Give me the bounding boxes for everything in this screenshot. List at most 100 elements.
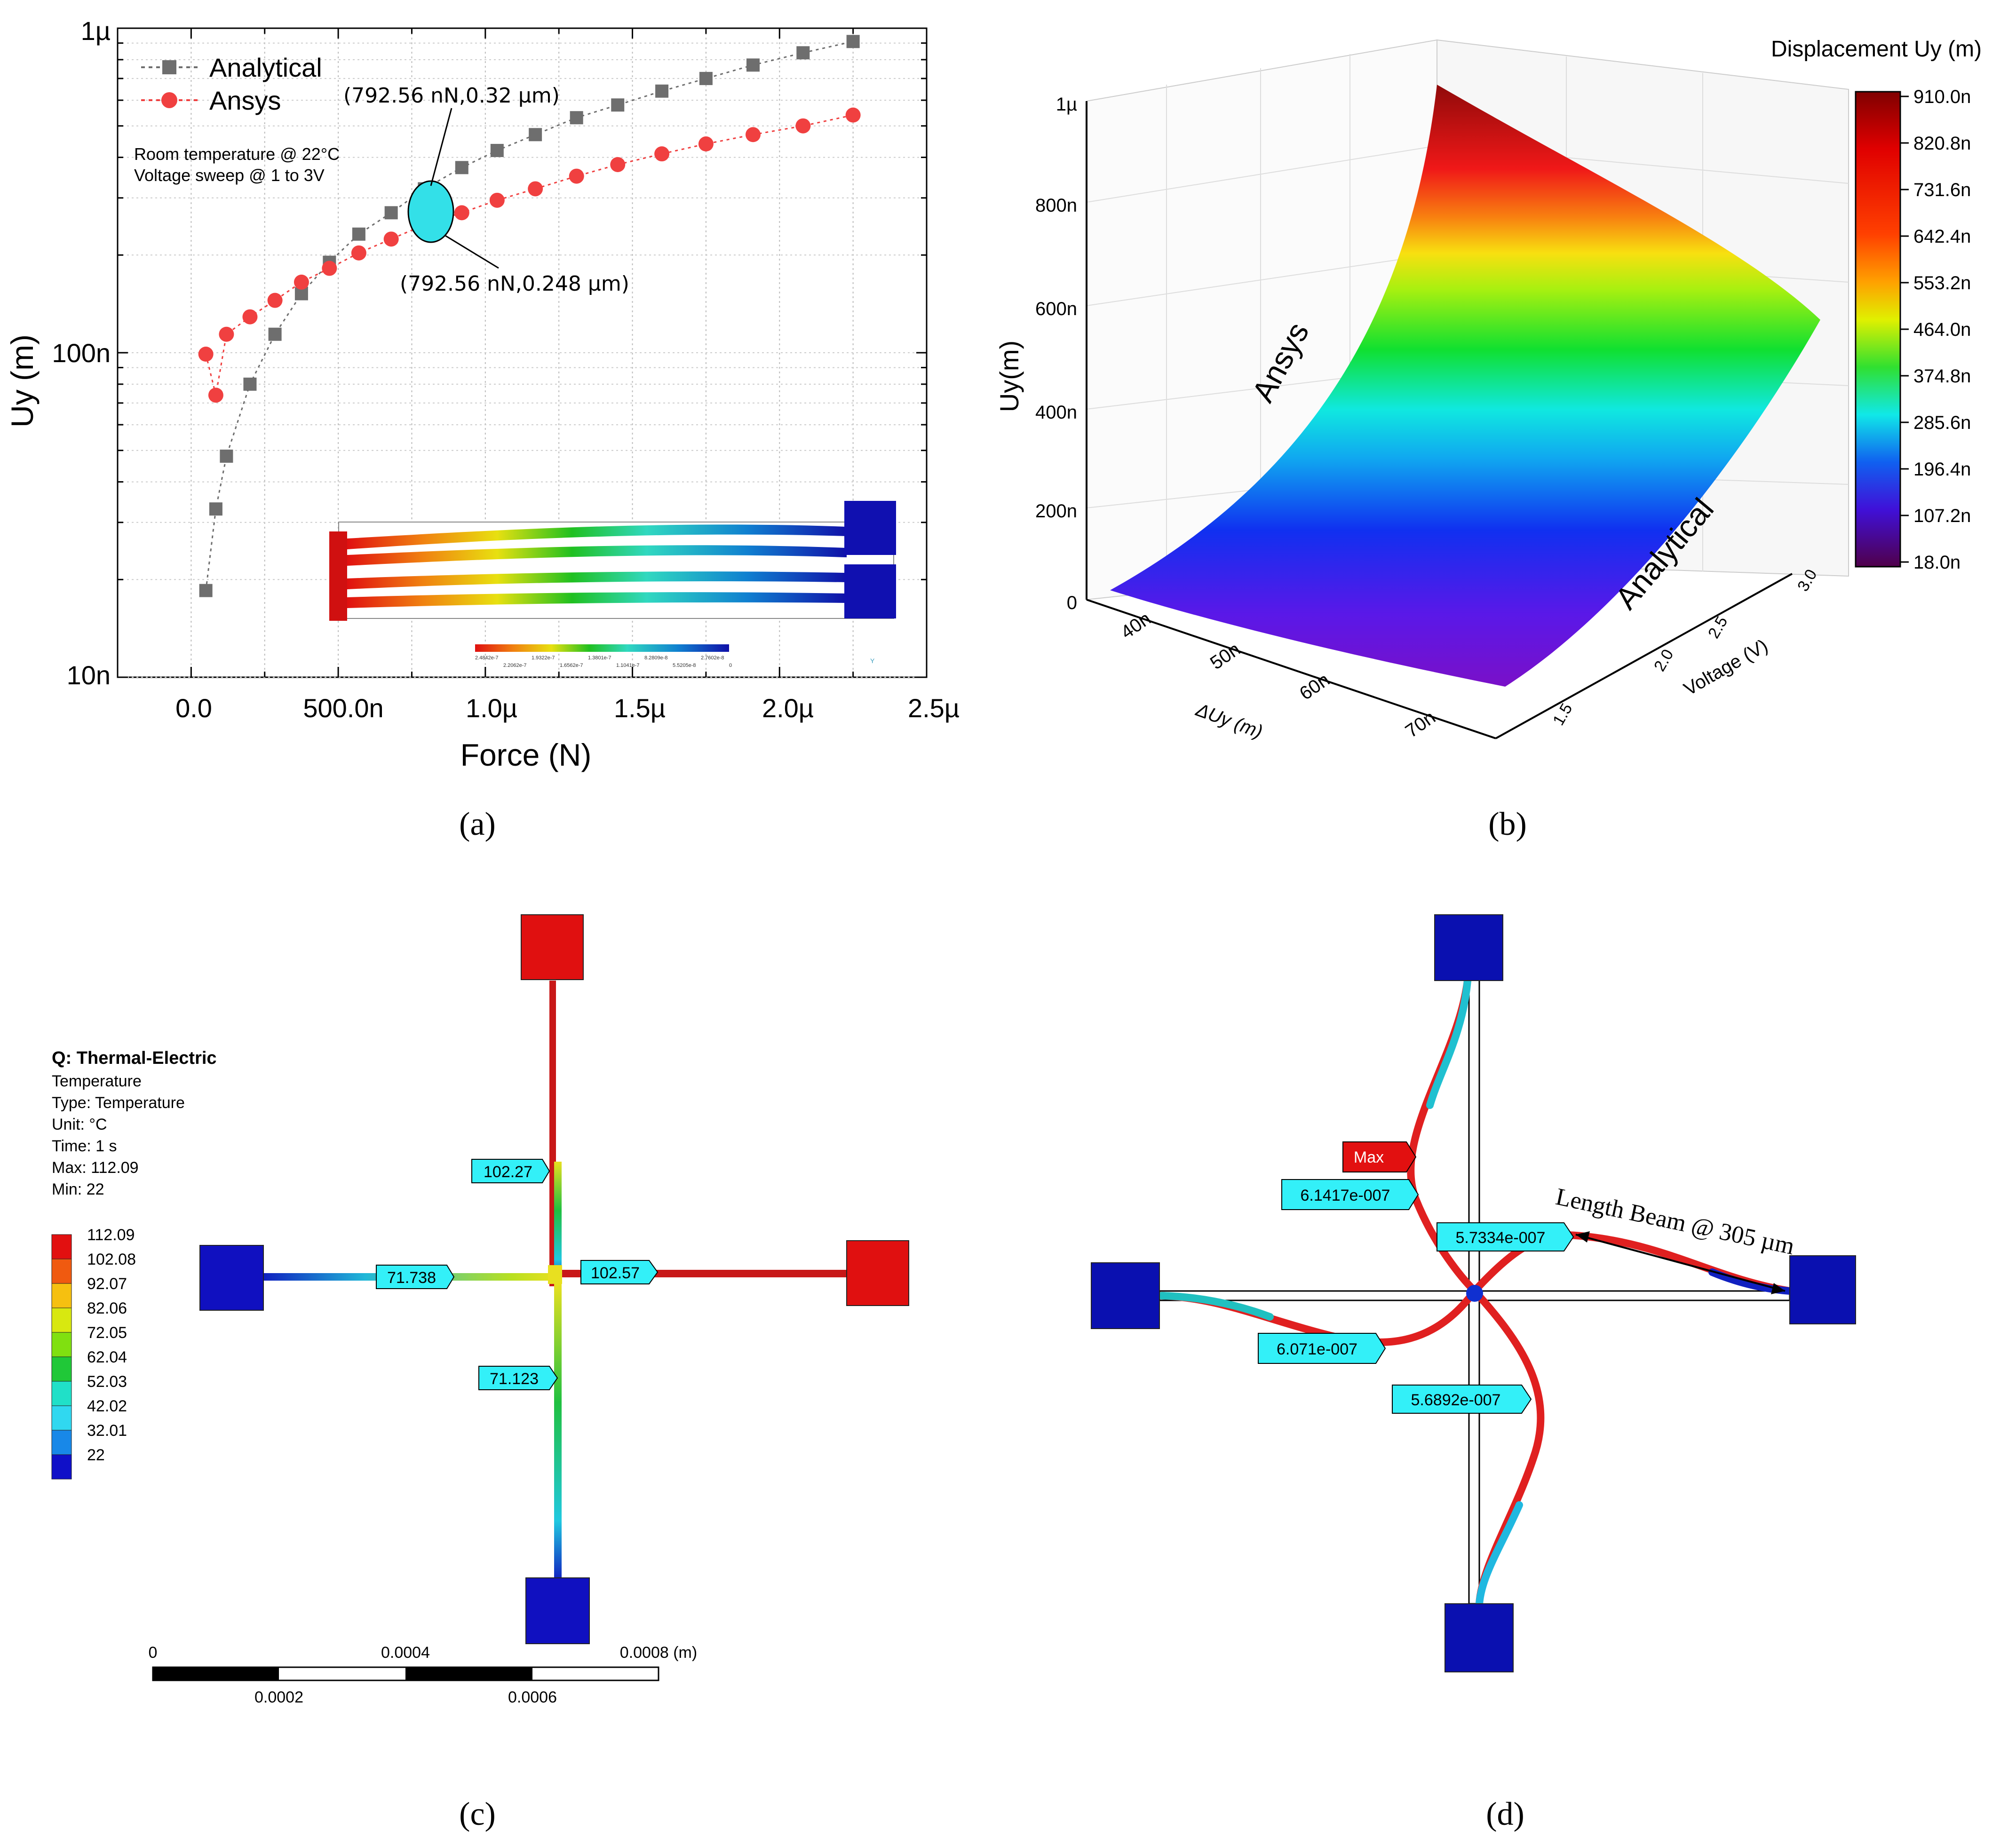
data-point-analytical (655, 84, 669, 98)
x-tick-label: 2.5µ (908, 693, 960, 723)
scale-bar: 0 0.0004 0.0008 (m) 0.0002 0.0006 (149, 1644, 698, 1706)
x-tick-label: 40n (1117, 608, 1155, 643)
colorbar-swatch (51, 1454, 72, 1480)
colorbar (1855, 91, 1901, 568)
annotation-leader (444, 234, 499, 269)
pad-left (199, 1245, 264, 1311)
colorbar-swatch (51, 1307, 72, 1333)
inset-pad (844, 501, 896, 555)
data-point-ansys (569, 168, 584, 184)
colorbar-value: 42.02 (87, 1397, 127, 1415)
data-point-ansys (698, 136, 714, 152)
scale-label: 0 (149, 1644, 158, 1662)
svg-text:5.6892e-007: 5.6892e-007 (1411, 1391, 1501, 1409)
z-tick-label: 600n (1035, 299, 1077, 319)
y-axis-title: Uy (m) (5, 334, 40, 428)
displacement-surface (1110, 85, 1820, 687)
inset-beam-image: 2.4842e-7 2.2062e-7 1.9322e-7 1.6562e-7 1.38… (329, 501, 896, 668)
x-tick-label: 1.5µ (614, 693, 666, 723)
inset-colorbar-label: 2.2062e-7 (503, 663, 527, 668)
inset-pad (844, 564, 896, 618)
highlight-ellipse (407, 180, 454, 243)
probe-tag: 5.7334e-007 (1437, 1222, 1574, 1251)
svg-text:102.27: 102.27 (484, 1163, 532, 1181)
data-point-ansys (489, 192, 505, 208)
colorbar-tick-label: 196.4n (1913, 459, 1971, 480)
z-tick-label: 1µ (1056, 94, 1077, 115)
svg-text:Max: Max (1354, 1148, 1384, 1166)
pad-bottom (1445, 1603, 1514, 1672)
inset-axis-label: Y (870, 657, 875, 665)
z-tick-label: 400n (1035, 402, 1077, 423)
data-point-ansys (242, 309, 258, 325)
x-tick-label: 2.0µ (762, 693, 814, 723)
legend-label-ansys: Ansys (209, 86, 281, 115)
colorbar-swatch (51, 1259, 72, 1284)
scale-label: 0.0004 (381, 1644, 430, 1662)
ticks-a (118, 28, 928, 678)
inset-colorbar-label: 1.3801e-7 (588, 655, 611, 661)
legend-marker-analytical (162, 60, 176, 74)
data-point-ansys (219, 326, 234, 342)
data-point-ansys (845, 107, 861, 123)
data-point-ansys (208, 388, 223, 403)
colorbar-swatch (51, 1381, 72, 1406)
inset-colorbar-label: 2.7602e-8 (701, 655, 724, 661)
colorbar-swatch (51, 1332, 72, 1357)
z-tick-label: 800n (1035, 195, 1077, 216)
data-point-analytical (529, 128, 542, 142)
pad-right (846, 1240, 909, 1306)
y-tick-label: 100n (52, 338, 111, 368)
colorbar-tick-label: 731.6n (1913, 180, 1971, 200)
svg-text:102.57: 102.57 (591, 1264, 640, 1282)
x-tick-label: 60n (1296, 669, 1333, 704)
colorbar-value: 52.03 (87, 1373, 127, 1391)
x-axis-title: Force (N) (460, 737, 592, 772)
x-axis (1086, 599, 1496, 739)
z-tick-label: 0 (1067, 593, 1077, 613)
probe-tag: 5.6892e-007 (1392, 1385, 1532, 1414)
data-point-ansys (795, 118, 811, 134)
data-point-ansys (351, 245, 366, 261)
pad-top (521, 914, 584, 980)
data-point-analytical (199, 584, 213, 597)
y-tick-label: 10n (67, 660, 111, 690)
data-point-analytical (796, 46, 810, 60)
x-tick-label: 0.0 (175, 693, 212, 723)
inset-colorbar-label: 0 (729, 663, 732, 668)
panel-a: 10n 100n 1µ 0.0 500.0n 1.0µ 1.5µ 2.0µ 2.… (5, 16, 960, 842)
colorbar-tick-label: 374.8n (1913, 366, 1971, 387)
colorbar-swatch (51, 1405, 72, 1431)
legend-line: Time: 1 s (52, 1137, 117, 1155)
inset-colorbar-label: 2.4842e-7 (475, 655, 499, 661)
probe-tag: 102.27 (471, 1159, 550, 1183)
probe-tag: 71.738 (376, 1265, 455, 1289)
data-point-ansys (610, 157, 626, 172)
y-tick-label: 1µ (81, 16, 111, 46)
x-tick-label: 500.0n (303, 693, 383, 723)
colorbar-value: 82.06 (87, 1299, 127, 1317)
colorbar-tick-label: 553.2n (1913, 273, 1971, 293)
colorbar-tick-label: 910.0n (1913, 87, 1971, 107)
inset-colorbar-label: 8.2809e-8 (644, 655, 668, 661)
scale-label: 0.0002 (254, 1688, 303, 1706)
data-point-analytical (209, 502, 222, 516)
data-point-analytical (455, 161, 468, 174)
inset-colorbar (475, 644, 729, 652)
z-axis-title: Uy(m) (994, 340, 1024, 412)
data-point-analytical (220, 449, 233, 463)
pad-left (1091, 1262, 1160, 1329)
inset-colorbar-label: 5.5205e-8 (673, 663, 696, 668)
colorbar-tick-label: 18.0n (1913, 552, 1960, 573)
colorbar-value: 92.07 (87, 1275, 127, 1293)
data-point-analytical (490, 143, 504, 157)
colorbar-tick-label: 464.0n (1913, 319, 1971, 340)
data-point-analytical (699, 71, 713, 85)
beam-bottom (554, 1284, 562, 1580)
scale-label: 0.0008 (m) (620, 1644, 697, 1662)
probe-tag: 6.071e-007 (1258, 1333, 1386, 1364)
pad-top (1434, 914, 1503, 981)
data-point-analytical (846, 35, 860, 48)
pad-right (1789, 1255, 1856, 1324)
